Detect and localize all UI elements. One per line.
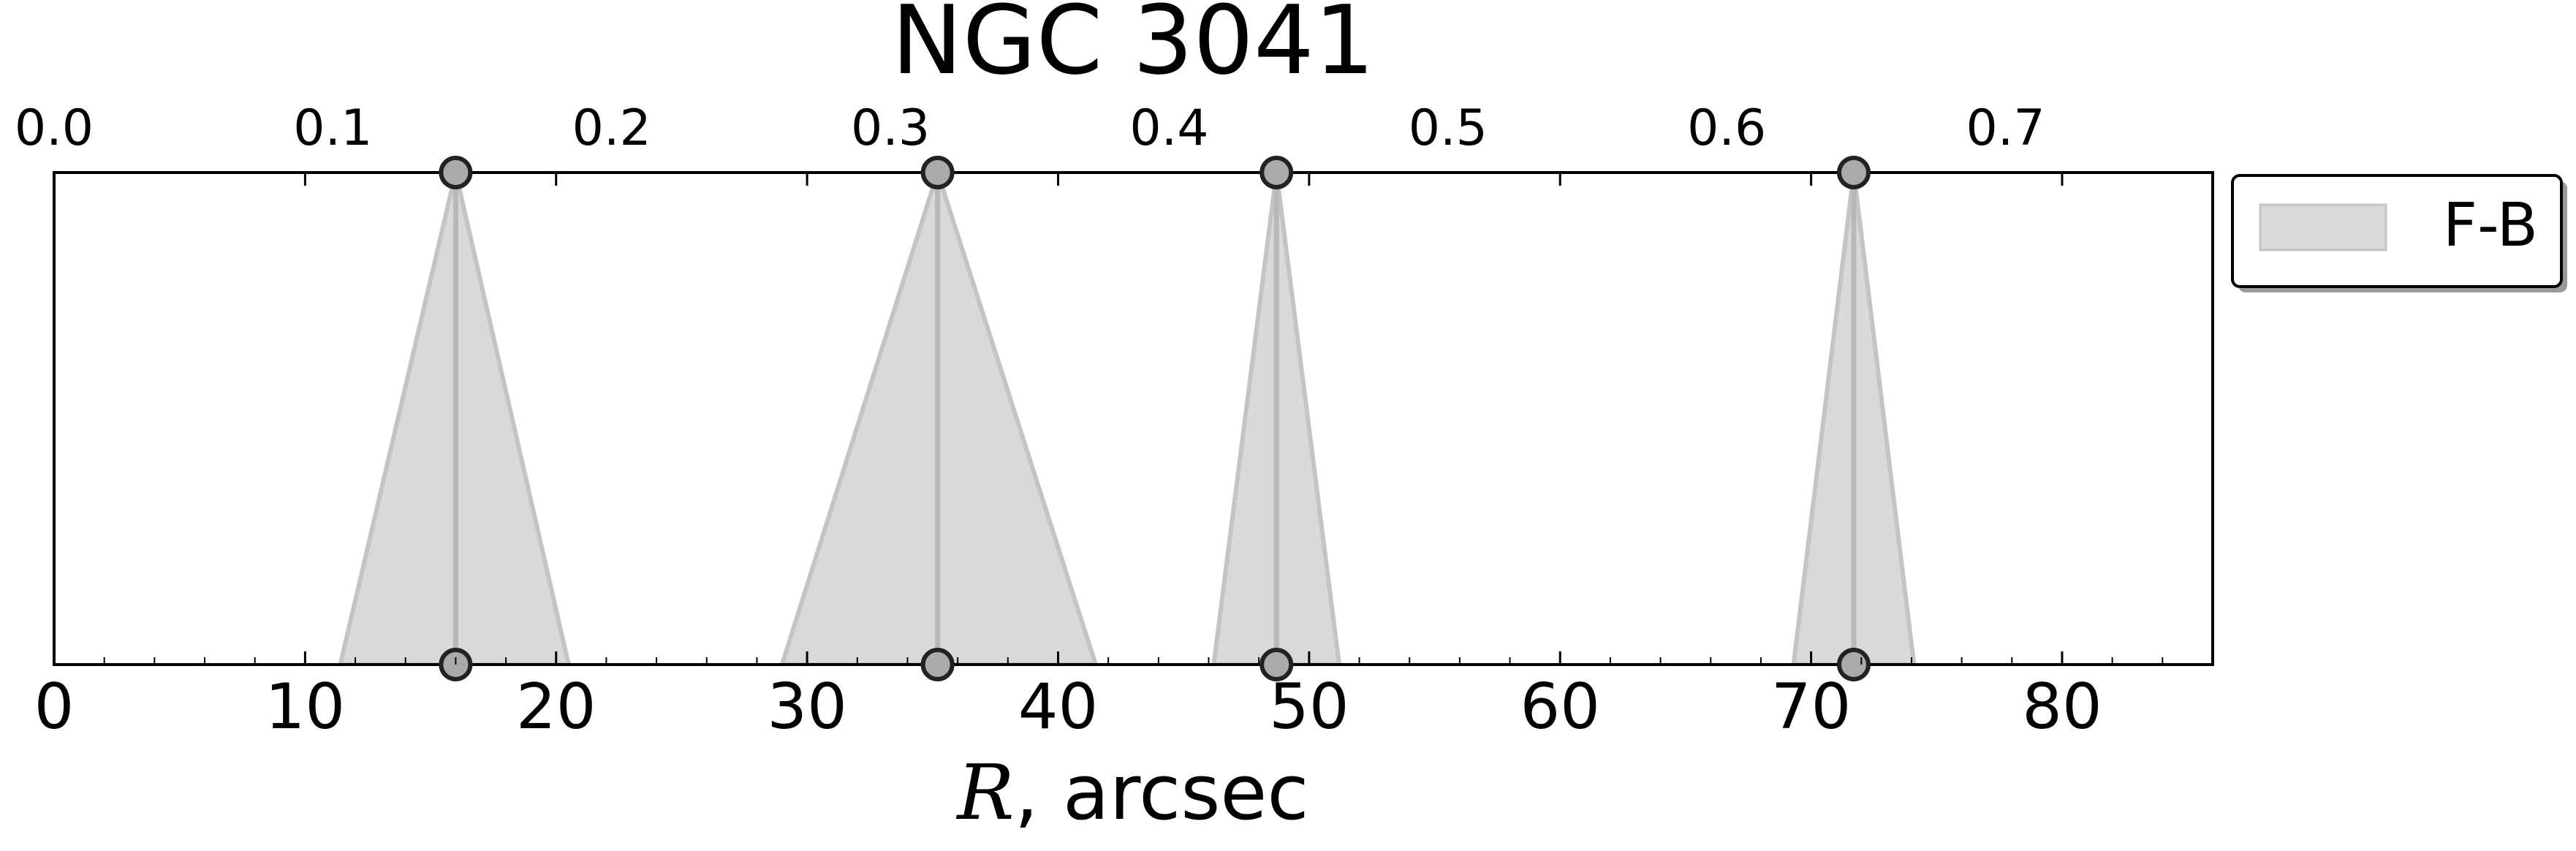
x-tick-label: 20 — [516, 670, 596, 744]
top-tick-label: 0.0 — [15, 99, 94, 157]
legend-swatch — [2259, 203, 2387, 251]
x-tick-label: 0 — [34, 670, 75, 744]
top-tick-label: 0.6 — [1687, 99, 1766, 157]
top-tick-label: 0.3 — [851, 99, 930, 157]
feature-layer — [338, 173, 1917, 665]
top-tick-label: 0.1 — [293, 99, 372, 157]
top-tick-label: 0.2 — [572, 99, 651, 157]
top-tick-label: 0.4 — [1129, 99, 1208, 157]
legend-box — [2231, 174, 2563, 288]
feature-1-top-marker — [439, 156, 473, 189]
feature-2-top-marker — [920, 156, 955, 189]
plot-frame — [53, 171, 2214, 666]
x-tick-label: 80 — [2022, 670, 2102, 744]
x-tick-label: 40 — [1018, 670, 1098, 744]
x-tick-label: 50 — [1269, 670, 1349, 744]
top-tick-label: 0.7 — [1966, 99, 2045, 157]
x-tick-label: 60 — [1520, 670, 1600, 744]
legend: F-B — [2231, 174, 2567, 292]
x-tick-label: 10 — [265, 670, 345, 744]
x-tick-label: 70 — [1771, 670, 1851, 744]
feature-4-top-marker — [1836, 156, 1871, 189]
top-tick-label: 0.5 — [1409, 99, 1488, 157]
legend-label: F-B — [2443, 191, 2538, 260]
bottom-axis: 0 10 20 30 40 50 60 70 80 — [34, 173, 2213, 744]
feature-2-bottom-marker — [920, 648, 955, 681]
x-tick-label: 30 — [767, 670, 846, 744]
x-axis-label: R, arcsec — [955, 748, 1308, 837]
feature-3-bottom-marker — [1259, 648, 1294, 681]
marker-layer — [439, 156, 1871, 681]
x-axis-label-unit: , arcsec — [1015, 748, 1309, 837]
chart-title: NGC 3041 — [892, 0, 1375, 96]
x-axis-label-symbol: R — [955, 748, 1014, 837]
feature-3-top-marker — [1259, 156, 1294, 189]
top-axis: 0.0 0.1 0.2 0.3 0.4 0.5 0.6 0.7 — [15, 99, 2045, 157]
